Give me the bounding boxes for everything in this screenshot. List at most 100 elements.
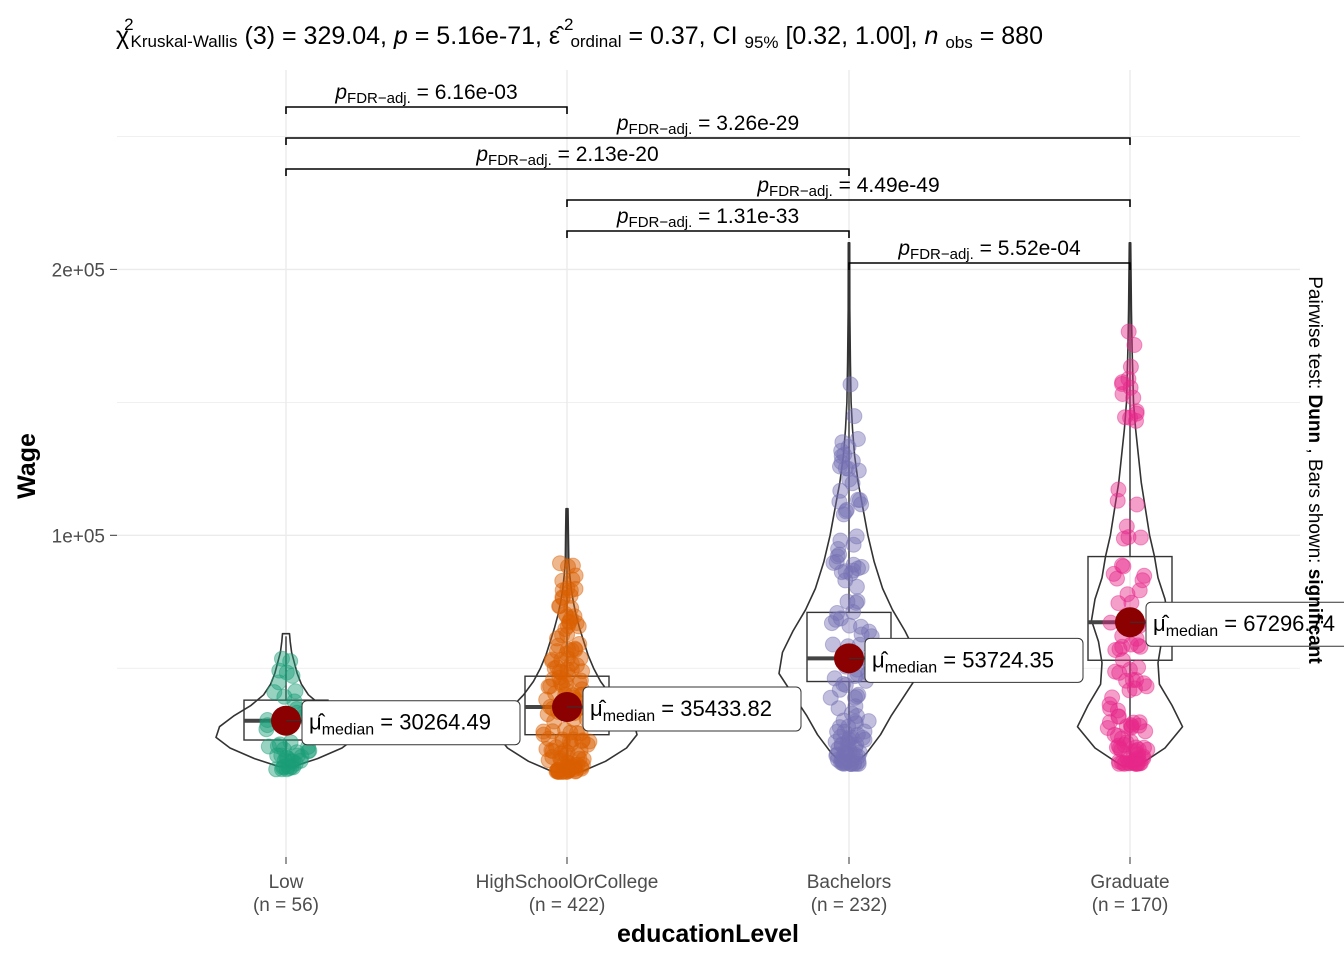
data-point: [835, 753, 852, 770]
data-point: [549, 659, 566, 676]
data-point: [844, 747, 861, 764]
data-point: [1107, 663, 1124, 680]
data-point: [559, 763, 576, 780]
data-point: [574, 732, 591, 749]
data-point: [850, 560, 866, 577]
data-point: [837, 563, 854, 580]
data-point: [1101, 696, 1118, 713]
data-point: [1131, 755, 1148, 772]
data-point: [835, 676, 852, 692]
data-point: [1128, 672, 1144, 688]
data-point: [1101, 714, 1118, 731]
data-point: [1130, 741, 1147, 758]
pairwise-label: pFDR−adj. = 5.52e-04: [897, 237, 1081, 263]
x-axis-title: educationLevel: [617, 920, 799, 948]
data-point: [544, 743, 561, 760]
data-point: [561, 733, 578, 750]
caption-mid: , Bars shown:: [1304, 448, 1325, 568]
data-point: [842, 755, 859, 772]
data-point: [1121, 755, 1138, 772]
data-point: [850, 462, 867, 479]
data-point: [548, 763, 565, 780]
data-point: [579, 736, 596, 753]
title-epsilon-sup: 2: [564, 15, 573, 34]
data-point: [571, 750, 588, 767]
data-point: [835, 506, 852, 523]
median-label-box: [864, 637, 1084, 683]
data-point: [840, 460, 857, 477]
data-point: [1131, 582, 1148, 599]
data-point: [828, 747, 845, 764]
median-label: μ̂median = 30264.49: [309, 710, 491, 739]
data-point: [843, 752, 860, 768]
data-point: [835, 712, 852, 729]
data-point: [842, 755, 859, 772]
data-point: [540, 730, 557, 747]
data-point: [848, 736, 865, 753]
data-point: [1119, 750, 1136, 767]
data-point: [552, 674, 569, 691]
data-point: [1110, 727, 1126, 744]
data-point: [1126, 680, 1143, 697]
data-point: [550, 763, 567, 780]
data-point: [572, 742, 589, 759]
data-point: [1128, 751, 1145, 768]
data-point: [550, 763, 567, 780]
data-point: [843, 729, 860, 746]
data-point: [564, 571, 581, 588]
data-point: [559, 626, 576, 643]
data-point: [563, 655, 580, 672]
data-point: [567, 580, 584, 597]
x-tick-label: HighSchoolOrCollege: [476, 872, 659, 893]
data-point: [838, 745, 855, 762]
data-point: [554, 763, 571, 780]
data-point: [829, 548, 846, 565]
data-point: [574, 733, 591, 750]
data-point: [851, 744, 868, 761]
data-point: [568, 657, 585, 674]
data-point: [287, 683, 304, 700]
data-point: [1110, 753, 1127, 770]
data-point: [1129, 755, 1146, 772]
data-point: [1127, 755, 1144, 772]
data-point: [1110, 708, 1127, 725]
pairwise-label: pFDR−adj. = 4.49e-49: [756, 174, 939, 200]
median-points: μ̂median = 30264.49 μ̂median = 35433.82 μ̂…: [271, 601, 1344, 746]
data-point: [1128, 739, 1144, 756]
data-point: [260, 738, 277, 755]
data-point: [554, 589, 571, 606]
data-point: [1115, 558, 1132, 575]
data-point: [554, 731, 571, 748]
data-point: [850, 748, 867, 765]
data-point: [843, 565, 860, 582]
data-point: [1130, 755, 1147, 772]
data-point: [834, 434, 851, 451]
data-point: [1122, 409, 1139, 426]
data-point: [558, 645, 575, 662]
data-point: [554, 590, 571, 607]
data-point: [274, 650, 290, 667]
title-epsilon-sub: ordinal: [570, 32, 621, 51]
pairwise-label: pFDR−adj. = 1.31e-33: [616, 205, 799, 231]
data-point: [836, 446, 853, 463]
data-point: [1137, 723, 1154, 740]
data-point: [560, 641, 576, 658]
data-point: [1121, 661, 1138, 678]
pairwise-bar: [285, 168, 850, 176]
data-point: [837, 755, 853, 772]
data-point: [1108, 739, 1125, 756]
data-point: [1138, 678, 1155, 695]
data-point: [1134, 572, 1151, 589]
data-point: [570, 618, 587, 635]
pairwise-bar: [285, 106, 568, 114]
data-point: [567, 758, 584, 775]
median-label-box: [1145, 601, 1344, 647]
data-point: [563, 600, 580, 617]
x-tick-count: (n = 56): [253, 895, 319, 916]
data-point: [831, 546, 848, 563]
data-point: [565, 731, 582, 748]
data-point: [830, 541, 847, 557]
data-point: [850, 491, 866, 508]
data-point: [535, 723, 552, 740]
data-point: [834, 755, 851, 772]
